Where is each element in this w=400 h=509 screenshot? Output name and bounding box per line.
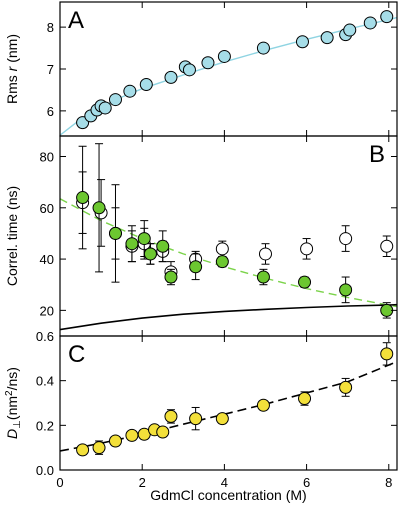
x-tick-label: 8	[385, 475, 392, 490]
data-point-series-1	[380, 347, 394, 361]
x-axis-label: GdmCl concentration (M)	[150, 487, 306, 503]
data-point-series-2	[92, 201, 106, 215]
data-point-series-1	[92, 441, 106, 455]
data-point-series-2	[108, 226, 122, 240]
panel-b: 20 40 60 80 B Correl. time (ns)	[4, 135, 398, 337]
data-point-series-1	[295, 35, 309, 49]
data-point-series-1	[320, 31, 334, 45]
data-point-series-1	[139, 77, 153, 91]
y-tick-label: 0.4	[36, 374, 54, 389]
data-point-series-2	[339, 283, 353, 297]
data-point-series-1	[201, 56, 215, 70]
panel-letter: A	[68, 7, 84, 34]
y-axis-label: D⊥(nm2/ns)	[4, 367, 23, 439]
data-point-series-2	[189, 260, 203, 274]
y-tick-label: 8	[47, 20, 54, 35]
y-tick-label: 7	[47, 62, 54, 77]
data-point-series-1	[76, 443, 90, 457]
y-axis-label-subscript: ⊥	[12, 420, 23, 429]
data-point-series-2	[215, 255, 229, 269]
data-point-series-1	[363, 16, 377, 30]
data-point-series-1	[256, 398, 270, 412]
x-tick-label: 6	[303, 475, 310, 490]
y-axis-label-unit: (nm)	[4, 34, 20, 67]
y-tick-label: 80	[40, 150, 54, 165]
fit-curve-1	[60, 360, 397, 452]
data-point-series-1	[164, 409, 178, 423]
data-point-series-1	[125, 428, 139, 442]
data-point-series-1	[339, 380, 353, 394]
plot-frame	[59, 1, 398, 137]
y-axis-label-symbol: r	[4, 65, 20, 71]
y-axis-label: Rms r (nm)	[4, 34, 20, 104]
x-tick-label: 4	[221, 475, 228, 490]
y-axis-label-text: Rms	[4, 71, 20, 104]
data-point-series-2	[76, 191, 90, 205]
data-point-series-1	[298, 392, 312, 406]
x-tick-label: 0	[56, 475, 63, 490]
data-point-series-1	[156, 425, 170, 439]
y-axis-label-tail: /ns)	[4, 367, 20, 390]
y-tick-label: 0.6	[36, 329, 54, 344]
data-point-series-2	[256, 270, 270, 284]
fit-curve-2	[60, 303, 397, 331]
data-point-series-1	[380, 10, 394, 24]
data-point-series-1	[189, 412, 203, 426]
y-axis-label-symbol: D	[4, 429, 20, 439]
data-point-series-2	[380, 303, 394, 317]
data-point-series-2	[164, 270, 178, 284]
y-axis-label: Correl. time (ns)	[4, 186, 20, 286]
data-point-series-1	[98, 101, 112, 115]
data-point-series-1	[258, 247, 272, 261]
y-tick-label: 0.2	[36, 418, 54, 433]
data-point-series-1	[343, 23, 357, 37]
panel-letter: C	[68, 341, 85, 368]
fit-curve-1	[60, 198, 397, 308]
y-tick-label: 6	[47, 104, 54, 119]
y-tick-label: 60	[40, 201, 54, 216]
data-point-series-2	[137, 232, 151, 246]
data-point-series-1	[217, 49, 231, 63]
panel-c: 0.0 0.2 0.4 0.6 0 2 4 6 8 GdmCl concentration (M)…	[4, 329, 398, 503]
y-axis-label-superscript: 2	[4, 390, 15, 396]
data-point-series-1	[215, 242, 229, 256]
panel-a: 6 7 8 A Rms r (nm)	[4, 1, 398, 137]
data-point-series-1	[339, 232, 353, 246]
x-tick-label: 2	[139, 475, 146, 490]
data-point-series-1	[300, 242, 314, 256]
data-point-series-2	[156, 239, 170, 253]
data-point-series-1	[215, 412, 229, 426]
y-tick-label: 0.0	[36, 463, 54, 478]
y-axis-label-unit: (nm	[4, 396, 20, 420]
data-point-series-2	[298, 275, 312, 289]
data-point-series-1	[380, 239, 394, 253]
data-point-series-2	[143, 247, 157, 261]
y-tick-label: 40	[40, 252, 54, 267]
panel-letter: B	[369, 141, 385, 168]
data-point-series-1	[256, 41, 270, 55]
data-point-series-2	[125, 237, 139, 251]
data-point-series-1	[164, 70, 178, 84]
y-tick-label: 20	[40, 303, 54, 318]
data-point-series-1	[108, 434, 122, 448]
data-point-series-1	[108, 93, 122, 107]
plot-frame	[59, 335, 398, 471]
data-point-series-1	[182, 63, 196, 77]
data-point-series-1	[123, 84, 137, 98]
